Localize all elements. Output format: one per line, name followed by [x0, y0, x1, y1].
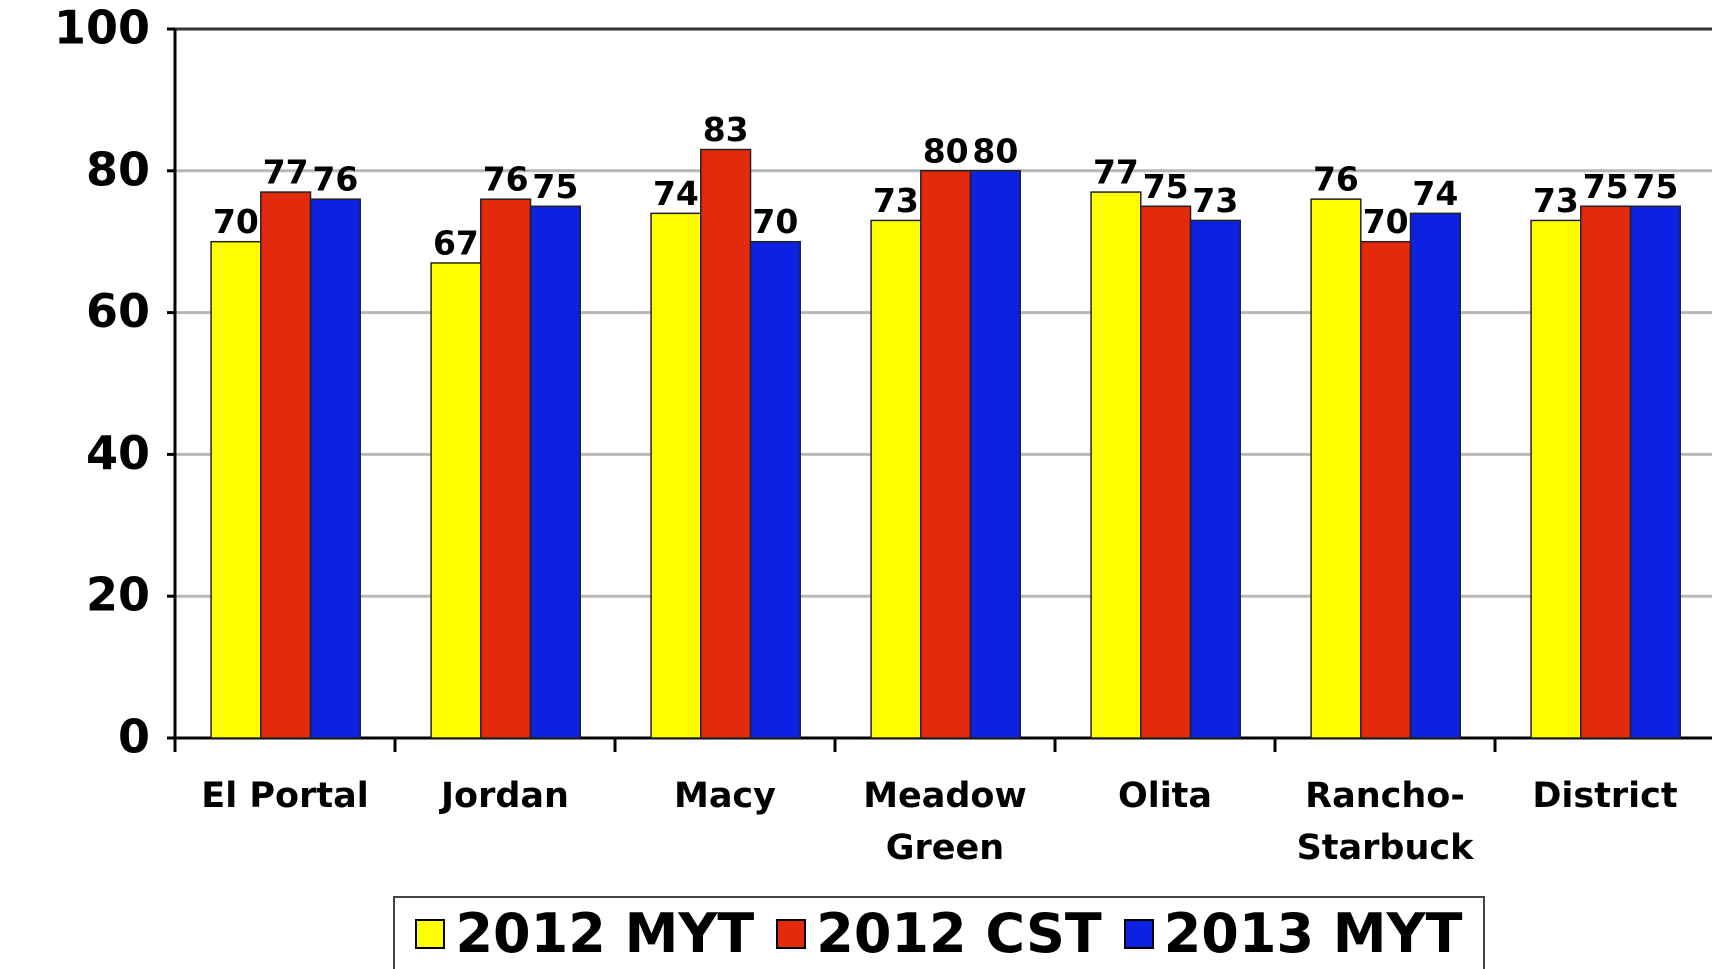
y-tick-label: 20	[86, 568, 150, 622]
bar	[1310, 198, 1362, 739]
x-tick-label: Olita	[1117, 776, 1213, 816]
bar	[529, 205, 581, 739]
legend-label: 2013 MYT	[1163, 902, 1463, 965]
y-tick-label: 0	[118, 710, 150, 764]
legend-label: 2012 MYT	[455, 902, 755, 965]
data-label: 76	[483, 160, 529, 199]
bar	[210, 240, 262, 739]
y-tick-label: 40	[86, 426, 150, 480]
data-label: 77	[1093, 153, 1139, 192]
legend: 2012 MYT 2012 CST 2013 MYT	[393, 896, 1485, 969]
legend-label: 2012 CST	[816, 902, 1102, 965]
x-tick-label: District	[1532, 776, 1678, 816]
legend-swatch	[1123, 918, 1154, 949]
bar	[1140, 205, 1192, 739]
bar	[260, 191, 312, 739]
data-label: 83	[703, 110, 749, 149]
data-label: 77	[263, 153, 309, 192]
bar	[700, 148, 752, 739]
x-tick-label: Macy	[673, 776, 776, 816]
data-label: 70	[213, 202, 259, 241]
x-tick-label: Rancho-Starbuck	[1296, 776, 1474, 868]
x-tick-label: Meadow Green	[863, 776, 1027, 868]
data-label: 73	[1533, 181, 1579, 220]
bar	[1409, 212, 1461, 739]
data-label: 76	[312, 160, 358, 199]
y-tick-label: 80	[86, 142, 150, 196]
data-label: 75	[1583, 167, 1629, 206]
legend-entry: 2012 MYT	[415, 902, 754, 965]
bar	[920, 170, 972, 739]
bar	[1580, 205, 1632, 739]
data-label: 70	[1363, 202, 1409, 241]
legend-swatch	[415, 918, 446, 949]
bar	[1189, 219, 1241, 739]
data-label: 73	[1192, 181, 1238, 220]
bar	[870, 219, 922, 739]
bar	[1090, 191, 1142, 739]
legend-swatch	[776, 918, 807, 949]
legend-entry: 2013 MYT	[1123, 902, 1463, 965]
y-tick-label: 60	[86, 284, 150, 338]
data-label: 74	[1412, 174, 1458, 213]
data-label: 75	[532, 167, 578, 206]
legend-entry: 2012 CST	[776, 902, 1102, 965]
data-label: 80	[923, 131, 969, 170]
bar	[969, 170, 1021, 739]
data-label: 70	[752, 202, 798, 241]
bar	[1360, 240, 1412, 739]
bar	[749, 240, 801, 739]
data-label: 74	[653, 174, 699, 213]
bar	[430, 262, 482, 739]
data-label: 75	[1143, 167, 1189, 206]
y-tick-label: 100	[54, 1, 150, 55]
x-tick-label: El Portal	[201, 776, 369, 816]
bar	[309, 198, 361, 739]
data-label: 75	[1632, 167, 1678, 206]
data-label: 73	[873, 181, 919, 220]
bar	[1629, 205, 1681, 739]
data-label: 67	[433, 223, 479, 262]
bar	[650, 212, 702, 739]
data-label: 80	[972, 131, 1018, 170]
data-label: 76	[1313, 160, 1359, 199]
bar	[1530, 219, 1582, 739]
bar	[480, 198, 532, 739]
x-tick-label: Jordan	[441, 776, 569, 816]
